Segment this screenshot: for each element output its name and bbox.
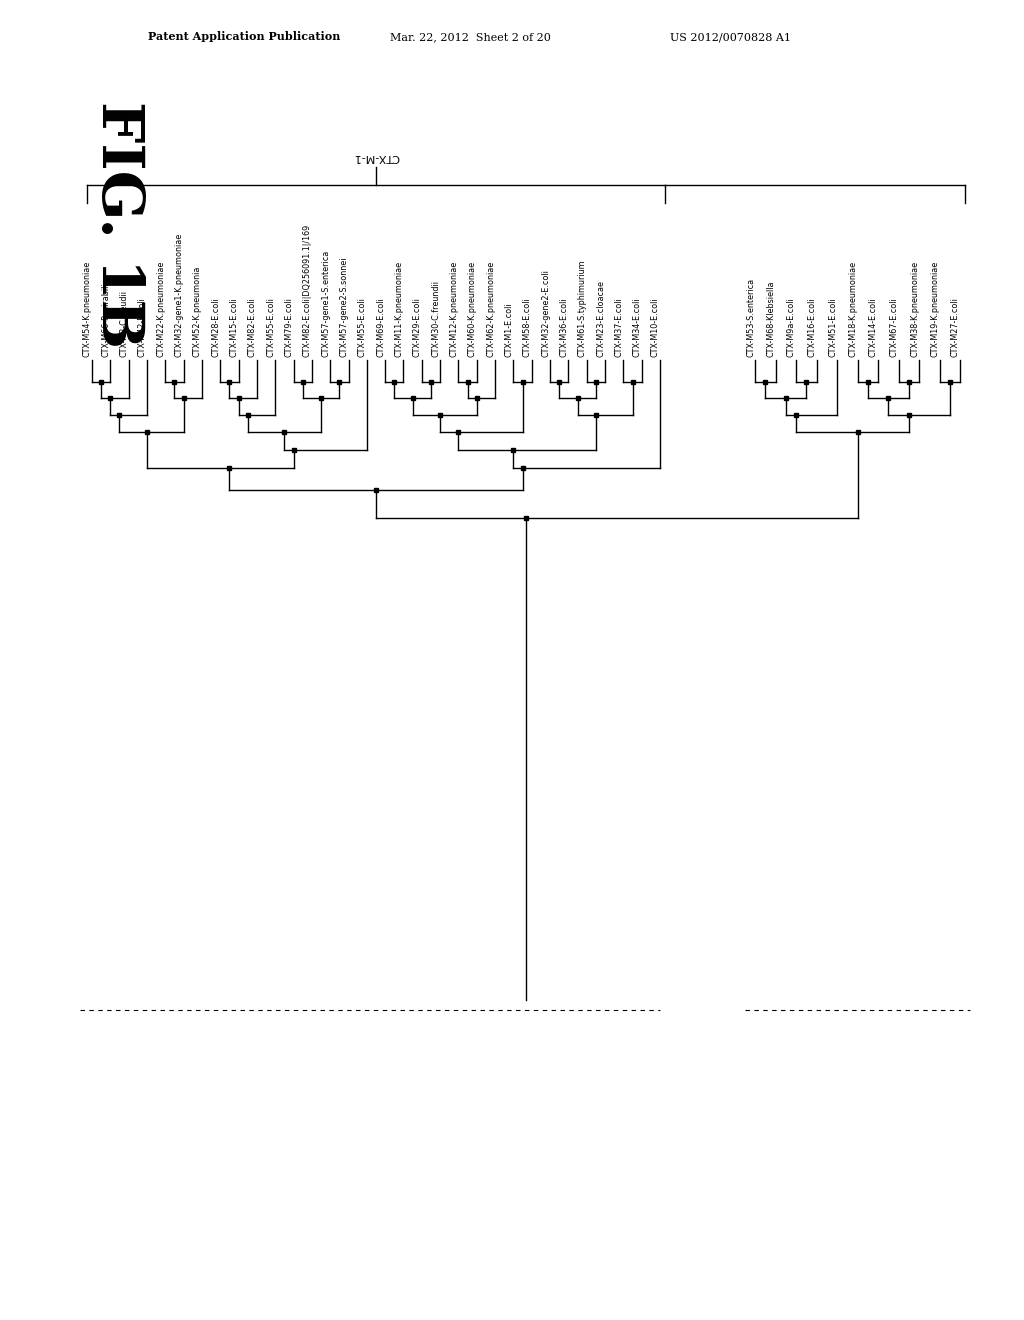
Text: CTX-M61-S.typhimurium: CTX-M61-S.typhimurium (578, 259, 587, 356)
Text: CTX-M1-E.coli: CTX-M1-E.coli (505, 302, 513, 356)
Text: CTX-M52-K.pneumonia: CTX-M52-K.pneumonia (193, 265, 202, 356)
Text: CTX-M34-E.coli: CTX-M34-E.coli (633, 297, 642, 356)
Text: CTX-M18-K.pneumoniae: CTX-M18-K.pneumoniae (849, 261, 857, 356)
Text: CTX-M67-E.coli: CTX-M67-E.coli (890, 297, 898, 356)
Text: CTX-M62-K.pneumoniae: CTX-M62-K.pneumoniae (486, 261, 495, 356)
Text: CTX-M32-gene2-E.coli: CTX-M32-gene2-E.coli (541, 269, 550, 356)
Text: CTX-M66-P.mirabilis: CTX-M66-P.mirabilis (101, 279, 111, 356)
Text: CTX-M38-K.pneumoniae: CTX-M38-K.pneumoniae (910, 261, 919, 356)
Text: CTX-M27-E.coli: CTX-M27-E.coli (951, 297, 961, 356)
Text: US 2012/0070828 A1: US 2012/0070828 A1 (670, 32, 791, 42)
Text: CTX-M69-E.coli: CTX-M69-E.coli (376, 297, 385, 356)
Text: CTX-M32-gene1-K.pneumoniae: CTX-M32-gene1-K.pneumoniae (175, 232, 183, 356)
Text: CTX-M55-E.coli: CTX-M55-E.coli (266, 297, 275, 356)
Text: CTX-M60-K.pneumoniae: CTX-M60-K.pneumoniae (468, 261, 477, 356)
Text: CTX-M15-E.coli: CTX-M15-E.coli (229, 297, 239, 356)
Text: CTX-M36-E.coli: CTX-M36-E.coli (559, 297, 568, 356)
Text: CTX-M57-gene1-S.enterica: CTX-M57-gene1-S.enterica (322, 249, 330, 356)
Text: CTX-M29-E.coli: CTX-M29-E.coli (413, 297, 422, 356)
Text: CTX-M23-E.cloacae: CTX-M23-E.cloacae (596, 280, 605, 356)
Text: CTX-M11-K.pneumoniae: CTX-M11-K.pneumoniae (394, 261, 403, 356)
Text: Mar. 22, 2012  Sheet 2 of 20: Mar. 22, 2012 Sheet 2 of 20 (390, 32, 551, 42)
Text: CTX-M55-E.coli: CTX-M55-E.coli (357, 297, 367, 356)
Text: CTX-M68-Klebsiella: CTX-M68-Klebsiella (767, 281, 775, 356)
Text: CTX-M54-K.pneumoniae: CTX-M54-K.pneumoniae (83, 261, 92, 356)
Text: CTX-M82-E.coli: CTX-M82-E.coli (248, 297, 257, 356)
Text: CTX-M82-E.coli|DQ256091.1|/169: CTX-M82-E.coli|DQ256091.1|/169 (303, 224, 312, 356)
Text: Patent Application Publication: Patent Application Publication (148, 32, 340, 42)
Text: CTX-M12-K.pneumoniae: CTX-M12-K.pneumoniae (450, 261, 459, 356)
Text: CTX-M3-C.freudii: CTX-M3-C.freudii (120, 290, 129, 356)
Text: CTX-M51-E.coli: CTX-M51-E.coli (828, 297, 837, 356)
Text: CTX-M37-E.coli: CTX-M37-E.coli (614, 297, 624, 356)
Text: CTX-M30-C.freundii: CTX-M30-C.freundii (431, 280, 440, 356)
Text: CTX-M14-E.coli: CTX-M14-E.coli (869, 297, 878, 356)
Text: CTX-M53-S.enterica: CTX-M53-S.enterica (746, 279, 755, 356)
Text: CTX-M28-E.coli: CTX-M28-E.coli (211, 297, 220, 356)
Text: CTX-M57-gene2-S.sonnei: CTX-M57-gene2-S.sonnei (340, 256, 348, 356)
Text: CTX-M16-E.coli: CTX-M16-E.coli (808, 297, 816, 356)
Text: CTX-M19-K.pneumoniae: CTX-M19-K.pneumoniae (931, 261, 939, 356)
Text: CTX-M9a-E.coli: CTX-M9a-E.coli (787, 297, 796, 356)
Text: CTX-M10-E.coli: CTX-M10-E.coli (651, 297, 660, 356)
Text: CTX-M58-E.coli: CTX-M58-E.coli (522, 297, 531, 356)
Text: CTX-M22-K.pneumoniae: CTX-M22-K.pneumoniae (157, 260, 165, 356)
Text: CTX-M-1: CTX-M-1 (353, 152, 399, 162)
Text: CTX-M79-E.coli: CTX-M79-E.coli (285, 297, 294, 356)
Text: FIG. 1B: FIG. 1B (90, 102, 146, 348)
Text: CTX-M42-E.coli: CTX-M42-E.coli (138, 297, 147, 356)
